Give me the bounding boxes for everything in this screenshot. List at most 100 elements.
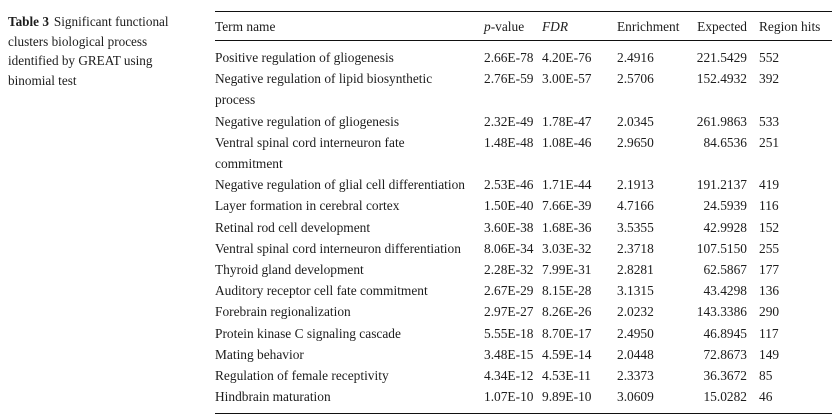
expected-cell: 221.5429 [696, 50, 747, 65]
region-hits-cell: 46 [759, 389, 773, 405]
p-value-cell: 2.53E-46 [484, 177, 534, 193]
fdr-cell: 1.71E-44 [542, 177, 592, 193]
enrichment-cell: 3.5355 [617, 219, 654, 235]
fdr-cell: 1.68E-36 [542, 219, 592, 235]
table-row: Regulation of female receptivity 4.34E-12… [215, 365, 832, 386]
fdr-cell: 8.26E-26 [542, 304, 592, 320]
region-hits-cell: 290 [759, 304, 780, 320]
table-row: Ventral spinal cord interneuron differen… [215, 238, 832, 259]
p-value-cell: 2.97E-27 [484, 304, 534, 320]
p-value-cell: 1.07E-10 [484, 389, 534, 405]
column-header-fdr: FDR [542, 11, 617, 41]
enrichment-cell: 3.1315 [617, 283, 654, 299]
region-hits-cell: 255 [759, 240, 780, 256]
table-caption-label: Table 3 [8, 14, 49, 29]
fdr-cell: 4.20E-76 [542, 50, 592, 65]
expected-cell: 15.0282 [703, 389, 747, 405]
enrichment-cell: 2.0345 [617, 113, 654, 129]
p-value-cell: 3.60E-38 [484, 219, 534, 235]
term-cell: Regulation of female receptivity [215, 368, 389, 384]
column-header-term-name: Term name [215, 11, 484, 41]
table-row: Negative regulation of lipid biosyntheti… [215, 68, 832, 110]
expected-cell: 152.4932 [696, 71, 747, 87]
term-cell: Negative regulation of gliogenesis [215, 113, 400, 129]
term-cell: Negative regulation of glial cell differ… [215, 177, 465, 193]
region-hits-cell: 419 [759, 177, 780, 193]
column-header-expected: Expected [689, 11, 747, 41]
enrichment-cell: 2.3373 [617, 368, 654, 384]
enrichment-cell: 2.8281 [617, 262, 654, 278]
expected-cell: 36.3672 [703, 368, 747, 384]
fdr-cell: 7.66E-39 [542, 198, 592, 214]
table-caption-text: Significant functional clusters biologic… [8, 14, 169, 88]
region-hits-cell: 392 [759, 71, 780, 87]
fdr-cell: 3.03E-32 [542, 240, 592, 256]
enrichment-cell: 2.0448 [617, 346, 654, 362]
table-row: Ventral spinal cord interneuron fate com… [215, 132, 832, 174]
enrichment-cell: 2.0232 [617, 304, 654, 320]
term-cell: Hindbrain maturation [215, 389, 331, 405]
expected-cell: 84.6536 [703, 134, 747, 150]
table-row: Auditory receptor cell fate commitment 2.… [215, 280, 832, 301]
table-caption: Table 3 Significant functional clusters b… [8, 12, 200, 90]
enrichment-cell: 4.7166 [617, 198, 654, 214]
term-cell: Auditory receptor cell fate commitment [215, 283, 428, 299]
table-row: Protein kinase C signaling cascade 5.55E-… [215, 323, 832, 344]
expected-cell: 43.4298 [703, 283, 747, 299]
region-hits-cell: 149 [759, 346, 780, 362]
table-row: Negative regulation of glial cell differ… [215, 174, 832, 195]
expected-cell: 191.2137 [696, 177, 747, 193]
column-header-p-value: p-value [484, 11, 542, 41]
table-body: Positive regulation of gliogenesis 2.66E-… [215, 41, 832, 414]
table-row: Layer formation in cerebral cortex 1.50E-… [215, 195, 832, 216]
table-row: Positive regulation of gliogenesis 2.66E-… [215, 41, 832, 69]
region-hits-cell: 116 [759, 198, 779, 214]
enrichment-cell: 2.3718 [617, 240, 654, 256]
region-hits-cell: 552 [759, 50, 780, 65]
p-value-cell: 2.28E-32 [484, 262, 534, 278]
fdr-cell: 4.53E-11 [542, 368, 591, 384]
table-row: Hindbrain maturation 1.07E-10 9.89E-10 3.06… [215, 386, 832, 414]
p-value-cell: 5.55E-18 [484, 325, 534, 341]
table-row: Forebrain regionalization 2.97E-27 8.26E-2… [215, 301, 832, 322]
enrichment-cell: 3.0609 [617, 389, 654, 405]
p-value-cell: 1.50E-40 [484, 198, 534, 214]
fdr-cell: 1.08E-46 [542, 134, 592, 150]
results-table-container: Term name p-value FDR Enrichment Expected Reg… [215, 11, 832, 415]
region-hits-cell: 533 [759, 113, 780, 129]
term-cell: Negative regulation of lipid biosyntheti… [215, 71, 433, 108]
enrichment-cell: 2.4950 [617, 325, 654, 341]
expected-cell: 42.9928 [703, 219, 747, 235]
term-cell: Protein kinase C signaling cascade [215, 325, 401, 341]
fdr-cell: 8.15E-28 [542, 283, 592, 299]
expected-cell: 107.5150 [696, 240, 747, 256]
region-hits-cell: 152 [759, 219, 780, 235]
table-header-row: Term name p-value FDR Enrichment Expected Reg… [215, 11, 832, 41]
results-table: Term name p-value FDR Enrichment Expected Reg… [215, 11, 832, 415]
p-value-cell: 1.48E-48 [484, 134, 534, 150]
table-row: Mating behavior 3.48E-15 4.59E-14 2.0448 72.… [215, 344, 832, 365]
region-hits-cell: 136 [759, 283, 780, 299]
p-value-cell: 2.76E-59 [484, 71, 534, 87]
fdr-cell: 4.59E-14 [542, 346, 592, 362]
table-row: Retinal rod cell development 3.60E-38 1.68… [215, 217, 832, 238]
term-cell: Thyroid gland development [215, 262, 364, 278]
term-cell: Ventral spinal cord interneuron fate com… [215, 134, 405, 172]
expected-cell: 72.8673 [703, 346, 747, 362]
column-header-region-hits: Region hits [747, 11, 832, 41]
expected-cell: 62.5867 [703, 262, 747, 278]
enrichment-cell: 2.4916 [617, 50, 654, 65]
term-cell: Ventral spinal cord interneuron differen… [215, 240, 461, 256]
region-hits-cell: 177 [759, 262, 780, 278]
enrichment-cell: 2.9650 [617, 134, 654, 150]
fdr-cell: 7.99E-31 [542, 262, 592, 278]
term-cell: Forebrain regionalization [215, 304, 351, 320]
p-value-cell: 8.06E-34 [484, 240, 534, 256]
fdr-cell: 3.00E-57 [542, 71, 592, 87]
p-value-cell: 2.66E-78 [484, 50, 534, 65]
fdr-cell: 8.70E-17 [542, 325, 592, 341]
term-cell: Retinal rod cell development [215, 219, 371, 235]
expected-cell: 24.5939 [703, 198, 747, 214]
expected-cell: 261.9863 [696, 113, 747, 129]
fdr-cell: 1.78E-47 [542, 113, 592, 129]
